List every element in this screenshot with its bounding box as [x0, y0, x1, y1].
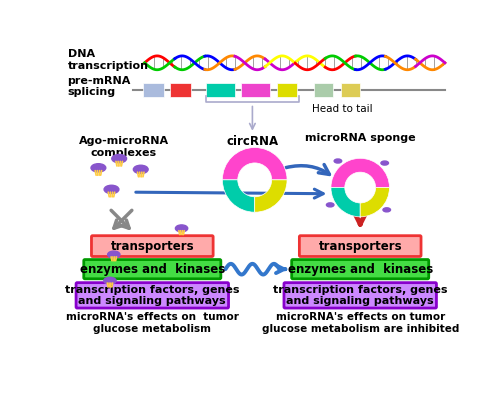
- Ellipse shape: [134, 165, 148, 173]
- Ellipse shape: [104, 277, 116, 284]
- FancyBboxPatch shape: [76, 283, 229, 308]
- Wedge shape: [331, 188, 360, 217]
- Ellipse shape: [176, 225, 188, 232]
- Ellipse shape: [91, 164, 106, 172]
- Text: microRNA's effects on  tumor
glucose metabolism: microRNA's effects on tumor glucose meta…: [66, 312, 238, 334]
- Text: transporters: transporters: [110, 239, 194, 253]
- FancyBboxPatch shape: [92, 236, 213, 257]
- Text: enzymes and  kinases: enzymes and kinases: [288, 263, 433, 276]
- FancyBboxPatch shape: [206, 83, 235, 97]
- FancyBboxPatch shape: [314, 83, 333, 97]
- Text: microRNA sponge: microRNA sponge: [305, 133, 416, 143]
- Wedge shape: [331, 158, 390, 188]
- FancyBboxPatch shape: [292, 259, 428, 279]
- Ellipse shape: [381, 161, 388, 165]
- Text: Head to tail: Head to tail: [312, 104, 373, 114]
- FancyBboxPatch shape: [142, 83, 164, 97]
- FancyBboxPatch shape: [300, 236, 421, 257]
- Wedge shape: [222, 148, 287, 180]
- Ellipse shape: [383, 208, 390, 212]
- Ellipse shape: [334, 159, 342, 163]
- Ellipse shape: [112, 155, 126, 163]
- Wedge shape: [360, 188, 390, 217]
- Text: pre-mRNA
splicing: pre-mRNA splicing: [68, 76, 131, 98]
- Wedge shape: [254, 180, 287, 212]
- FancyBboxPatch shape: [241, 83, 270, 97]
- Text: transporters: transporters: [318, 239, 402, 253]
- FancyBboxPatch shape: [284, 283, 436, 308]
- Text: transcription factors, genes
and signaling pathways: transcription factors, genes and signali…: [273, 284, 448, 306]
- FancyBboxPatch shape: [84, 259, 221, 279]
- FancyBboxPatch shape: [341, 83, 360, 97]
- Text: microRNA's effects on tumor
glucose metabolism are inhibited: microRNA's effects on tumor glucose meta…: [262, 312, 459, 334]
- Text: circRNA: circRNA: [226, 135, 278, 148]
- Ellipse shape: [104, 185, 119, 193]
- Text: Ago-microRNA
complexes: Ago-microRNA complexes: [78, 136, 169, 157]
- Text: transcription factors, genes
and signaling pathways: transcription factors, genes and signali…: [65, 284, 240, 306]
- Ellipse shape: [108, 251, 120, 258]
- FancyBboxPatch shape: [170, 83, 191, 97]
- Wedge shape: [222, 180, 254, 212]
- Text: enzymes and  kinases: enzymes and kinases: [80, 263, 225, 276]
- Ellipse shape: [326, 203, 334, 207]
- Text: DNA
transcription: DNA transcription: [68, 49, 148, 71]
- FancyBboxPatch shape: [278, 83, 296, 97]
